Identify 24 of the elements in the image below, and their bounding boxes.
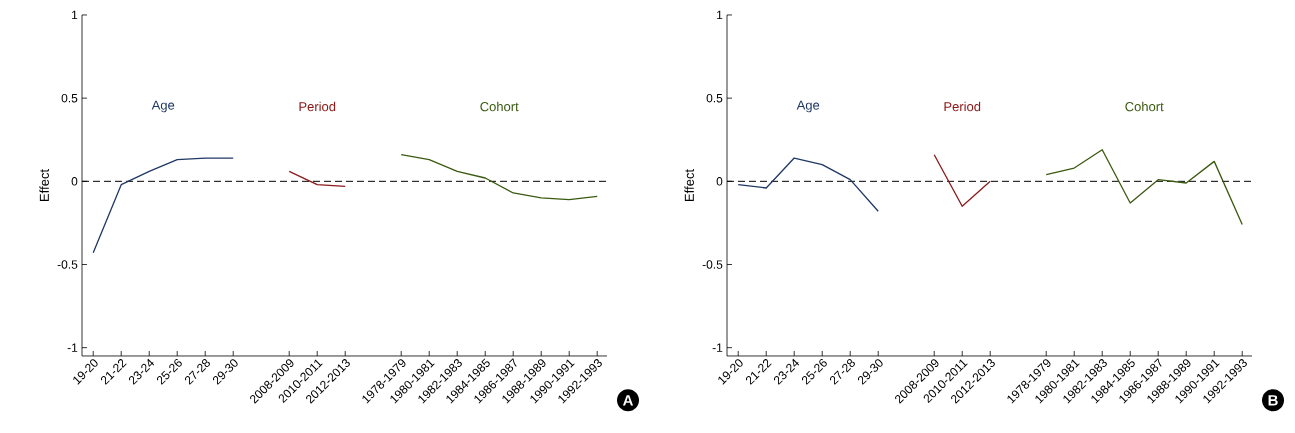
y-tick-label: -1 xyxy=(67,343,78,352)
y-tick-label: 1 xyxy=(717,10,723,20)
text: A xyxy=(622,395,634,406)
y-tick-label: -0.5 xyxy=(57,260,78,269)
y-tick-label: 0.5 xyxy=(61,93,78,103)
y-axis-title: Effect xyxy=(684,169,694,201)
text: B xyxy=(1268,395,1278,406)
text: Cohort xyxy=(480,101,519,112)
line-series xyxy=(92,157,234,254)
line-series xyxy=(1045,149,1243,226)
y-tick-label: 0 xyxy=(71,177,78,186)
y-tick-label: 1 xyxy=(72,10,78,20)
y-tick-label: 0 xyxy=(716,177,723,186)
y-tick-label: 0.5 xyxy=(706,93,723,103)
text: Period xyxy=(944,101,981,112)
y-axis-title: Effect xyxy=(39,169,49,201)
y-tick-label: -0.5 xyxy=(702,260,723,269)
line-series xyxy=(400,154,598,201)
text: Period xyxy=(299,101,336,112)
text: Age xyxy=(151,100,175,113)
line-series xyxy=(737,157,879,212)
text: Cohort xyxy=(1125,101,1164,112)
y-tick-label: -1 xyxy=(712,343,723,352)
text: Age xyxy=(796,100,820,113)
